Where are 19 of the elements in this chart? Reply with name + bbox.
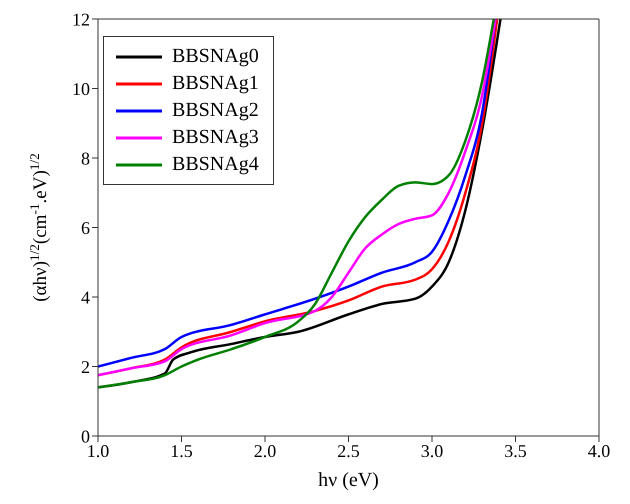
x-axis-title: hν (eV) [318, 469, 379, 491]
y-tick-label: 4 [81, 287, 90, 308]
y-tick-label: 10 [72, 78, 90, 99]
x-tick-label: 1.5 [170, 440, 193, 461]
legend-label: BBSNAg2 [172, 99, 259, 122]
x-tick-label: 2.5 [337, 440, 360, 461]
legend-label: BBSNAg3 [172, 126, 259, 149]
x-tick-label: 2.0 [254, 440, 276, 461]
x-tick-label: 4.0 [588, 440, 610, 461]
y-tick-label: 6 [81, 218, 90, 238]
y-tick-label: 0 [81, 426, 90, 446]
x-tick-label: 3.5 [504, 440, 527, 461]
y-tick-label: 12 [72, 9, 90, 30]
y-tick-label: 8 [81, 148, 90, 168]
legend-label: BBSNAg4 [172, 153, 259, 176]
x-tick-label: 3.0 [420, 440, 444, 461]
y-tick-label: 2 [81, 356, 90, 377]
legend-label: BBSNAg1 [172, 72, 259, 95]
legend-label: BBSNAg0 [172, 45, 259, 68]
